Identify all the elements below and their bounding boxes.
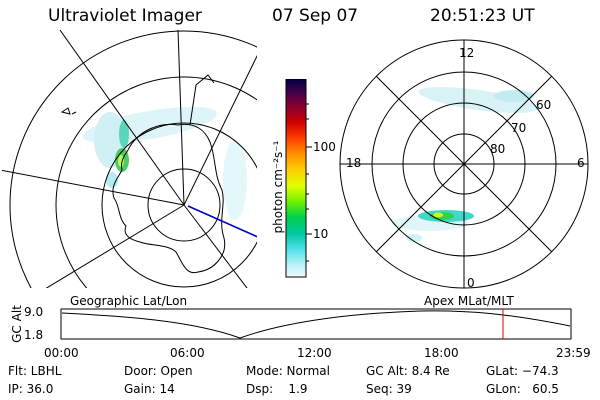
timeline-x-tick-0600: 06:00: [170, 346, 205, 360]
status-glon: GLon: 60.5: [486, 382, 559, 396]
colorbar-tick-100: 100: [313, 140, 336, 154]
altitude-curve: [61, 310, 571, 339]
colorbar: [285, 79, 312, 278]
timeline-y-tick-max: 9.0: [24, 305, 44, 319]
status-gain: Gain: 14: [124, 382, 175, 396]
status-dsp: Dsp: 1.9: [246, 382, 308, 396]
timeline-x-tick-0000: 00:00: [44, 346, 79, 360]
polar-plot: [339, 39, 589, 289]
status-mode: Mode: Normal: [246, 364, 330, 378]
status-gc-alt: GC Alt: 8.4 Re: [366, 364, 450, 378]
colorbar-tick-10: 10: [313, 227, 329, 241]
instrument-title: Ultraviolet Imager: [48, 6, 202, 26]
timeline-x-tick-2359: 23:59: [556, 346, 591, 360]
mlt-label-12: 12: [459, 46, 475, 60]
altitude-timeline: [60, 308, 572, 340]
timeline-y-tick-min: 1.8: [24, 328, 44, 342]
mlat-label-60: 60: [536, 98, 552, 112]
status-door: Door: Open: [124, 364, 193, 378]
aurora-emission-geo: [82, 106, 247, 220]
coastline: [112, 123, 226, 274]
time-label: 20:51:23 UT: [430, 6, 535, 26]
mlt-label-18: 18: [346, 156, 362, 170]
status-seq: Seq: 39: [366, 382, 412, 396]
timeline-y-axis-label: GC Alt: [10, 305, 24, 343]
status-ip: IP: 36.0: [8, 382, 54, 396]
timeline-x-tick-1800: 18:00: [424, 346, 459, 360]
mlt-label-0: 0: [467, 276, 475, 290]
status-filter: Flt: LBHL: [8, 364, 62, 378]
colorbar-unit-label: photon cm⁻²s⁻¹: [271, 140, 285, 234]
mlat-label-70: 70: [511, 121, 527, 135]
mlat-label-80: 80: [490, 142, 506, 156]
mlt-label-6: 6: [577, 156, 585, 170]
orbit-track: [187, 205, 257, 238]
status-glat: GLat: −74.3: [486, 364, 559, 378]
date-label: 07 Sep 07: [272, 6, 359, 26]
geographic-map: [2, 30, 257, 288]
timeline-left-label: Geographic Lat/Lon: [70, 294, 188, 308]
timeline-x-tick-1200: 12:00: [297, 346, 332, 360]
timeline-right-label: Apex MLat/MLT: [424, 294, 514, 308]
aurora-emission-polar: [392, 87, 538, 242]
